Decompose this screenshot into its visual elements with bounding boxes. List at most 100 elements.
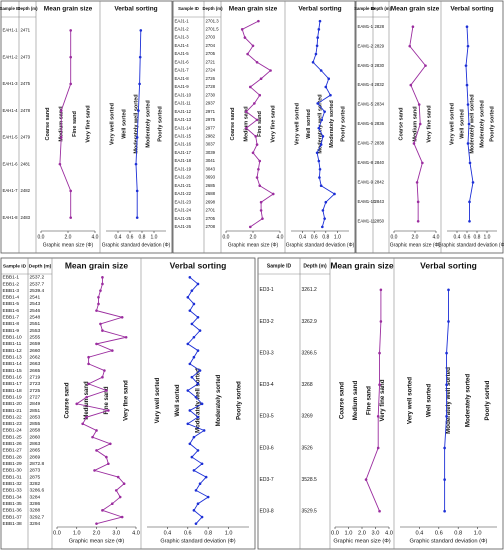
x-tick-label: 0.4: [454, 234, 461, 240]
class-label: Very fine sand: [426, 105, 432, 142]
sample-id: EAM1-6: [358, 121, 374, 126]
sample-id: EAJ1-17: [175, 150, 192, 155]
class-label: Well sorted: [175, 384, 181, 417]
depth: 2478: [21, 108, 31, 113]
depth: 3043: [206, 166, 216, 171]
profile-point: [188, 309, 192, 312]
sample-id: EAM1-11: [358, 218, 376, 223]
depth: 3529.5: [302, 509, 318, 515]
profile-point: [255, 176, 259, 179]
sample-id: EBB1-9: [3, 328, 20, 334]
class-label: Moderately well sorted: [133, 94, 139, 153]
profile-point: [192, 302, 196, 306]
profile-point: [135, 189, 139, 193]
profile-point: [69, 55, 72, 59]
profile-line: [59, 30, 72, 218]
depth: 2659: [30, 341, 41, 347]
class-label: Very well sorted: [406, 377, 413, 424]
depth: 2479: [21, 135, 31, 140]
profile-point: [447, 320, 450, 323]
x-axis-label: Graphic standard deviation (Φ): [286, 242, 355, 248]
class-label: Medium sand: [59, 106, 65, 141]
x-tick-label: 0.8: [474, 234, 481, 240]
profile-point: [190, 289, 194, 292]
sample-id: EBB1-36: [3, 508, 23, 514]
profile-point: [319, 69, 323, 72]
profile-point: [103, 369, 106, 372]
sample-id: EAJ1-7: [175, 68, 190, 73]
class-label: Very fine sand: [124, 380, 130, 421]
depth: 2705: [206, 216, 216, 221]
sample-id: EBB1-7: [3, 315, 20, 321]
class-label: Fine sand: [257, 111, 263, 137]
profile-point: [412, 142, 416, 145]
sample-id: EBB1-27: [3, 448, 23, 454]
profile-point: [196, 315, 200, 319]
sample-id: EAJ1-12: [175, 109, 192, 114]
sample-id: EAJ1-16: [175, 142, 192, 147]
sample-id: EBB1-16: [3, 374, 23, 380]
sample-id: EAJ1-10: [175, 92, 192, 97]
sample-id: EBB1-28: [3, 454, 23, 460]
profile-point: [409, 83, 413, 87]
x-tick-label: 4.0: [92, 234, 99, 240]
sample-id: EBB1-6: [3, 308, 20, 314]
depth: 3528.5: [302, 477, 318, 483]
class-label: Very fine sand: [86, 105, 92, 142]
profile-point: [471, 181, 475, 184]
class-label: Medium sand: [84, 381, 90, 420]
profile-point: [251, 44, 255, 48]
profile-point: [85, 395, 88, 399]
x-tick-label: 0.4: [299, 234, 306, 240]
profile-point: [466, 142, 470, 145]
depth: 2701: [206, 208, 216, 213]
depth: 3262.9: [302, 319, 318, 325]
profile-point: [81, 422, 84, 426]
sample-id: EBB1-34: [3, 494, 23, 500]
panel-title: Mean grain size: [330, 260, 394, 270]
sample-id: EAJ1-14: [175, 125, 192, 130]
profile-point: [93, 469, 96, 472]
depth: 2724: [206, 68, 216, 73]
sample-id: EBB1-24: [3, 428, 23, 434]
profile-point: [329, 93, 332, 97]
sample-id: EBB1-20: [3, 401, 23, 407]
x-tick-label: 0.6: [311, 234, 318, 240]
sample-id: EAJ1-22: [175, 191, 192, 196]
x-axis-label: Graphic standard deviation (Φ): [160, 538, 235, 544]
depth: 3037: [206, 142, 216, 147]
sample-id: EBB1-15: [3, 368, 23, 374]
profile-point: [257, 167, 260, 171]
depth: 2850: [375, 218, 385, 223]
sample-id: EBB1-4: [3, 295, 20, 301]
x-tick-label: 3.0: [372, 531, 380, 537]
x-tick-label: 2.0: [93, 530, 101, 536]
profile-point: [101, 282, 104, 286]
id-header: Sample ID: [3, 263, 27, 269]
profile-point: [249, 85, 252, 89]
sample-id: EBB1-17: [3, 381, 23, 387]
class-label: Very fine sand: [271, 105, 277, 142]
x-tick-label: 4.0: [277, 234, 284, 240]
profile-point: [107, 409, 110, 412]
sample-id: EBB1-35: [3, 501, 23, 507]
depth: 2971: [206, 109, 216, 114]
x-tick-label: 0.8: [322, 234, 329, 240]
class-label: Very well sorted: [155, 377, 161, 423]
depth: 2723: [30, 381, 41, 387]
depth: 2473: [21, 54, 31, 59]
profile-point: [192, 509, 196, 512]
sample-id: EAJ1-6: [175, 59, 190, 64]
profile-point: [186, 296, 190, 299]
depth-header: Depth (m): [202, 6, 223, 11]
x-tick-label: 4.0: [132, 530, 140, 536]
class-label: Moderately well sorted: [469, 94, 475, 153]
profile-point: [122, 482, 126, 486]
profile-point: [421, 161, 424, 165]
profile-point: [467, 122, 471, 126]
panel-title: Mean grain size: [44, 6, 93, 13]
profile-point: [376, 415, 380, 418]
profile-point: [253, 102, 256, 105]
profile-point: [139, 29, 143, 32]
sample-id: EAJ1-25: [175, 216, 192, 221]
